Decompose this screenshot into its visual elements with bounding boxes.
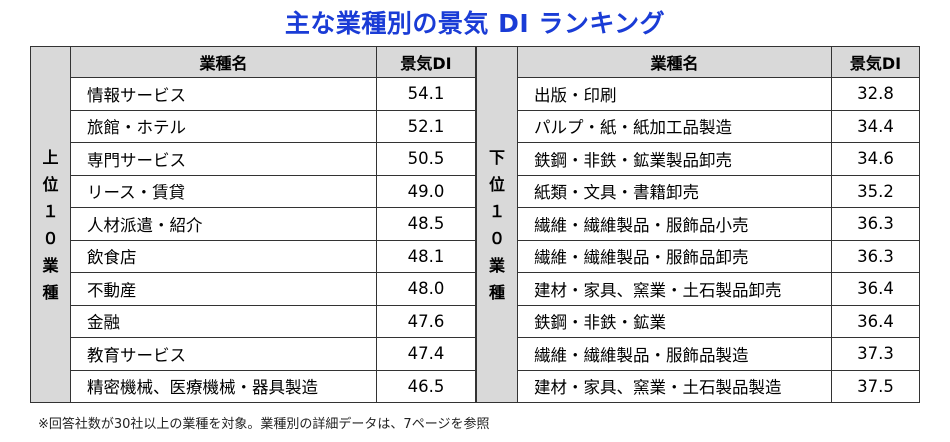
di-value-cell: 54.1 <box>376 77 476 111</box>
di-value-cell: 49.0 <box>376 174 476 208</box>
side-label-char: ０ <box>42 228 59 248</box>
table-row: 繊維・繊維製品・服飾品卸売 36.3 <box>477 239 920 273</box>
di-value-cell: 36.4 <box>831 304 920 338</box>
di-value-cell: 46.5 <box>376 369 476 403</box>
industry-name-cell: 旅館・ホテル <box>70 109 377 143</box>
table-row: 専門サービス 50.5 <box>31 142 476 176</box>
industry-name-cell: 建材・家具、窯業・土石製品製造 <box>517 369 832 403</box>
bottom-side-label: 下位 １ ０ 業種 <box>476 46 518 403</box>
side-label-char: 種 <box>488 282 505 302</box>
industry-name-cell: 出版・印刷 <box>517 77 832 111</box>
industry-name-cell: 建材・家具、窯業・土石製品卸売 <box>517 272 832 306</box>
side-label-char: ０ <box>488 228 505 248</box>
industry-name-cell: 繊維・繊維製品・服飾品製造 <box>517 337 832 371</box>
di-value-cell: 50.5 <box>376 142 476 176</box>
table-row: 金融 47.6 <box>31 304 476 338</box>
di-value-cell: 47.6 <box>376 304 476 338</box>
table-row: 建材・家具、窯業・土石製品製造 37.5 <box>477 369 920 403</box>
side-label-char: １ <box>488 201 505 221</box>
table-row: 繊維・繊維製品・服飾品製造 37.3 <box>477 337 920 371</box>
industry-name-cell: 鉄鋼・非鉄・鉱業 <box>517 304 832 338</box>
table-row: 教育サービス 47.4 <box>31 337 476 371</box>
industry-name-cell: 繊維・繊維製品・服飾品小売 <box>517 207 832 241</box>
di-value-cell: 47.4 <box>376 337 476 371</box>
di-value-cell: 37.3 <box>831 337 920 371</box>
side-label-char: １ <box>42 201 59 221</box>
industry-name-cell: リース・賃貸 <box>70 174 377 208</box>
table-row: 精密機械、医療機械・器具製造 46.5 <box>31 369 476 403</box>
table-row: 紙類・文具・書籍卸売 35.2 <box>477 174 920 208</box>
industry-name-cell: 紙類・文具・書籍卸売 <box>517 174 832 208</box>
industry-name-cell: パルプ・紙・紙加工品製造 <box>517 109 832 143</box>
table-row: 鉄鋼・非鉄・鉱業製品卸売 34.6 <box>477 142 920 176</box>
side-label-char: 上 <box>42 147 59 167</box>
industry-name-cell: 繊維・繊維製品・服飾品卸売 <box>517 239 832 273</box>
table-row: リース・賃貸 49.0 <box>31 174 476 208</box>
industry-name-cell: 不動産 <box>70 272 377 306</box>
industry-name-cell: 金融 <box>70 304 377 338</box>
bottom-ranking-table: 下位 １ ０ 業種業種名 景気DI 出版・印刷 32.8 パルプ・紙・紙加工品製造 34.4 鉄鋼… <box>476 46 920 403</box>
industry-name-cell: 人材派遣・紹介 <box>70 207 377 241</box>
industry-name-cell: 専門サービス <box>70 142 377 176</box>
industry-name-cell: 飲食店 <box>70 239 377 273</box>
side-label-char: 位 <box>42 174 59 194</box>
di-value-cell: 36.3 <box>831 239 920 273</box>
side-label-char: 業 <box>488 255 505 275</box>
table-row: 不動産 48.0 <box>31 272 476 306</box>
di-value-cell: 36.4 <box>831 272 920 306</box>
table-header-row: 下位 １ ０ 業種 業種名 景気DI <box>476 46 920 403</box>
di-value-cell: 36.3 <box>831 207 920 241</box>
header-di: 景気DI <box>376 46 476 78</box>
table-row: 出版・印刷 32.8 <box>477 77 920 111</box>
header-industry-name: 業種名 <box>70 46 377 78</box>
table-row: パルプ・紙・紙加工品製造 34.4 <box>477 109 920 143</box>
industry-name-cell: 教育サービス <box>70 337 377 371</box>
table-row: 鉄鋼・非鉄・鉱業 36.4 <box>477 304 920 338</box>
di-value-cell: 34.6 <box>831 142 920 176</box>
di-value-cell: 32.8 <box>831 77 920 111</box>
di-value-cell: 34.4 <box>831 109 920 143</box>
di-value-cell: 52.1 <box>376 109 476 143</box>
industry-name-cell: 情報サービス <box>70 77 377 111</box>
table-row: 旅館・ホテル 52.1 <box>31 109 476 143</box>
top-ranking-table: 上位 １ ０ 業種業種名 景気DI 情報サービス 54.1 旅館・ホテル 52.1 専門サービス 5… <box>30 46 476 403</box>
header-di: 景気DI <box>831 46 920 78</box>
footnote: ※回答社数が30社以上の業種を対象。業種別の詳細データは、7ページを参照 <box>38 417 490 432</box>
table-row: 建材・家具、窯業・土石製品卸売 36.4 <box>477 272 920 306</box>
industry-name-cell: 精密機械、医療機械・器具製造 <box>70 369 377 403</box>
header-industry-name: 業種名 <box>517 46 832 78</box>
side-label-char: 業 <box>42 255 59 275</box>
side-label-char: 種 <box>42 282 59 302</box>
page-title: 主な業種別の景気 DI ランキング <box>284 9 666 38</box>
side-label-char: 下 <box>488 147 505 167</box>
industry-name-cell: 鉄鋼・非鉄・鉱業製品卸売 <box>517 142 832 176</box>
di-value-cell: 48.0 <box>376 272 476 306</box>
table-row: 繊維・繊維製品・服飾品小売 36.3 <box>477 207 920 241</box>
di-value-cell: 35.2 <box>831 174 920 208</box>
table-row: 人材派遣・紹介 48.5 <box>31 207 476 241</box>
side-label-char: 位 <box>488 174 505 194</box>
top-side-label: 上位 １ ０ 業種 <box>30 46 71 403</box>
table-row: 情報サービス 54.1 <box>31 77 476 111</box>
di-value-cell: 48.5 <box>376 207 476 241</box>
table-header-row: 上位 １ ０ 業種 業種名 景気DI <box>30 46 476 403</box>
table-row: 飲食店 48.1 <box>31 239 476 273</box>
di-value-cell: 48.1 <box>376 239 476 273</box>
di-value-cell: 37.5 <box>831 369 920 403</box>
